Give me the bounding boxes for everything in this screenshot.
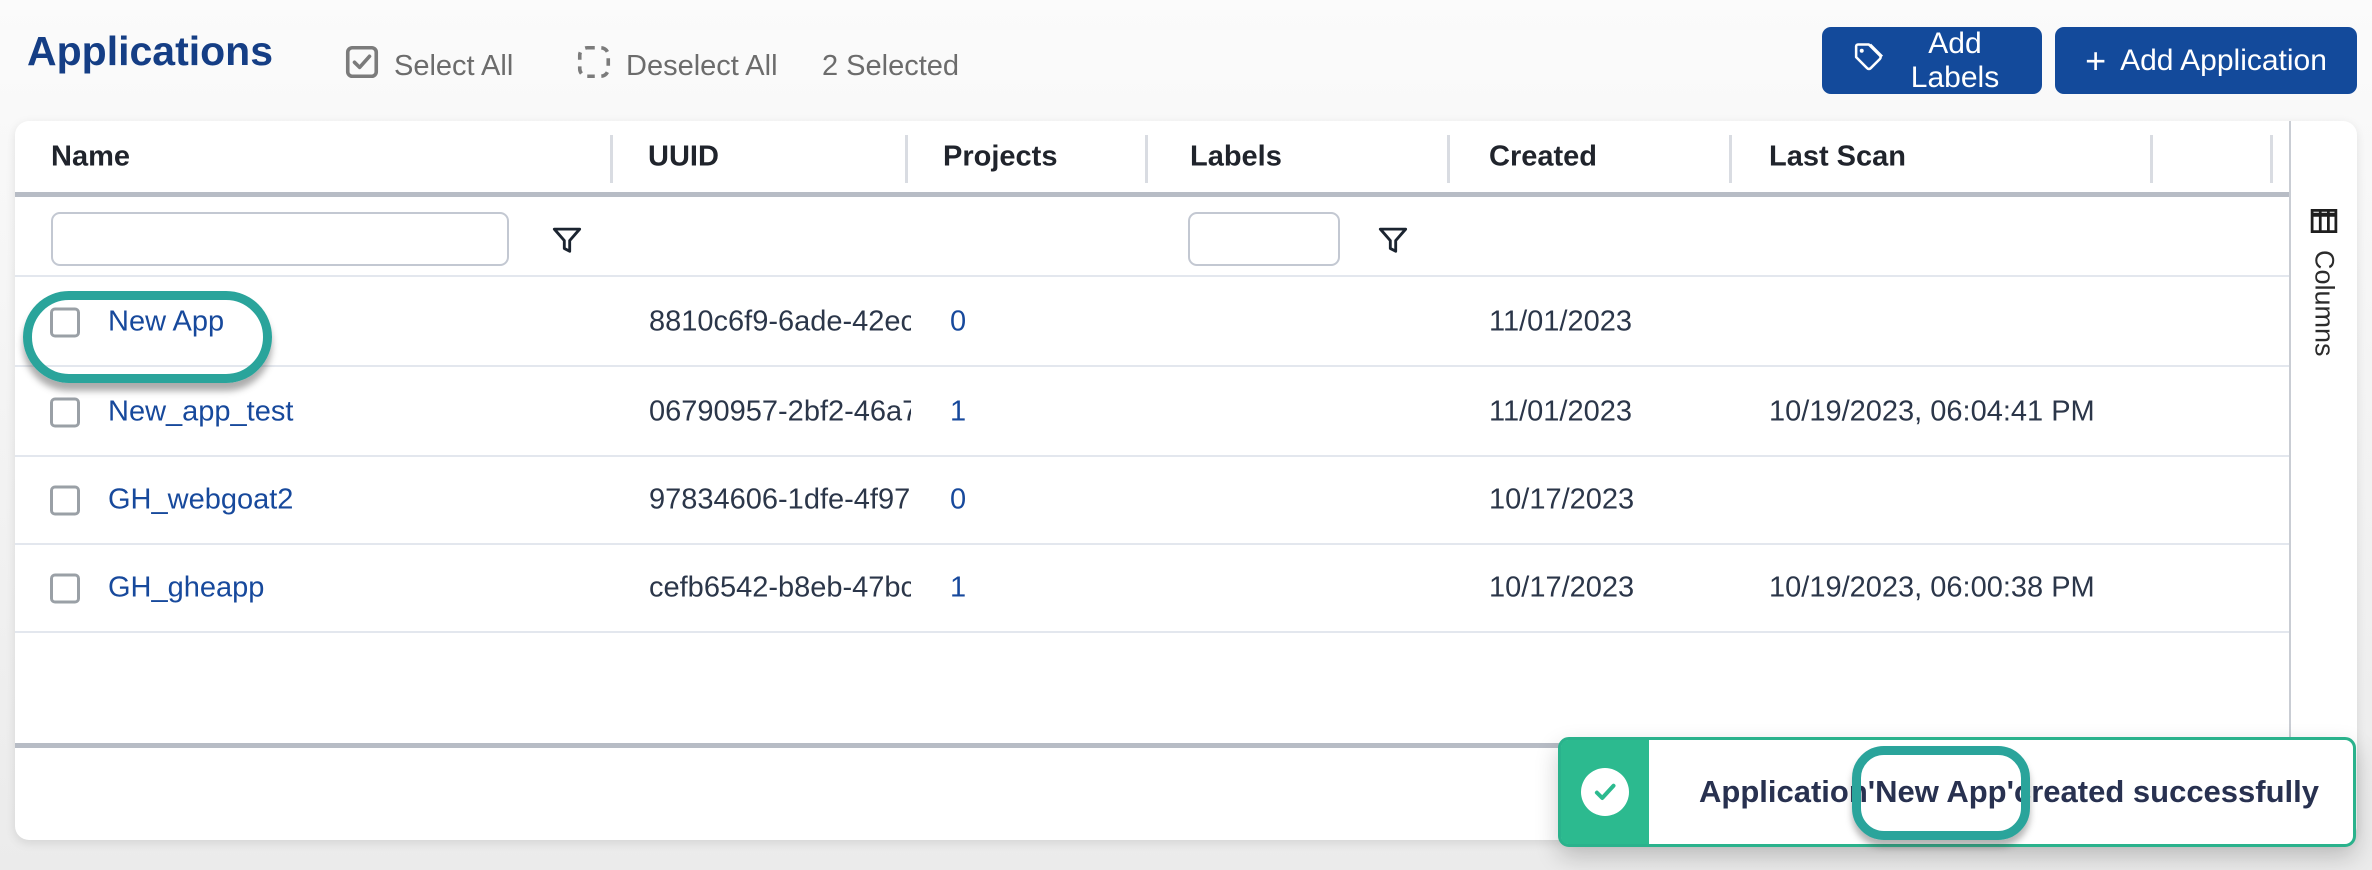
table-footer-divider <box>15 743 2289 748</box>
table-row: New App 8810c6f9-6ade-42ec 0 11/01/2023 <box>15 279 2289 367</box>
projects-count-link[interactable]: 1 <box>950 571 967 604</box>
column-divider <box>2270 135 2273 183</box>
select-all-checkbox-icon <box>344 44 380 88</box>
add-application-button[interactable]: + Add Application <box>2055 27 2357 94</box>
projects-count-link[interactable]: 0 <box>950 305 967 338</box>
row-checkbox[interactable] <box>50 307 80 337</box>
toast-highlighted-app-name: 'New App' <box>1851 746 2031 840</box>
funnel-icon <box>552 227 582 253</box>
toast-accent-bar <box>1561 740 1649 844</box>
success-check-icon <box>1581 768 1629 816</box>
labels-filter-button[interactable] <box>1373 222 1413 262</box>
uuid-cell: 8810c6f9-6ade-42ec <box>649 305 911 338</box>
last-scan-cell: 10/19/2023, 06:00:38 PM <box>1769 571 2095 604</box>
columns-icon <box>2310 209 2338 233</box>
applications-table-card: Name UUID Projects Labels Created Last S… <box>15 121 2357 840</box>
success-toast: Application 'New App' created successful… <box>1558 737 2356 847</box>
column-header-labels[interactable]: Labels <box>1190 140 1282 172</box>
columns-panel-label: Columns <box>2309 250 2340 357</box>
column-header-last-scan[interactable]: Last Scan <box>1769 140 1906 172</box>
row-checkbox[interactable] <box>50 485 80 515</box>
row-checkbox[interactable] <box>50 573 80 603</box>
deselect-all-label: Deselect All <box>626 49 778 82</box>
last-scan-cell: 10/19/2023, 06:04:41 PM <box>1769 395 2095 428</box>
column-divider <box>1447 135 1450 183</box>
add-application-label: Add Application <box>2120 43 2327 77</box>
column-divider <box>905 135 908 183</box>
deselect-all-button[interactable]: Deselect All <box>576 44 778 88</box>
add-labels-label: Add Labels <box>1910 26 2000 94</box>
toast-message-suffix: created successfully <box>2014 774 2320 809</box>
created-cell: 11/01/2023 <box>1489 305 1632 338</box>
select-all-button[interactable]: Select All <box>344 44 513 88</box>
tag-icon <box>1852 41 1884 81</box>
name-filter-input[interactable] <box>51 212 509 266</box>
created-cell: 11/01/2023 <box>1489 395 1632 428</box>
selected-count: 2 Selected <box>822 50 960 82</box>
table-row: New_app_test 06790957-2bf2-46a7 1 11/01/… <box>15 369 2289 457</box>
column-header-uuid[interactable]: UUID <box>648 140 719 172</box>
funnel-icon <box>1378 227 1408 253</box>
plus-icon: + <box>2085 39 2107 81</box>
name-filter-button[interactable] <box>547 222 587 262</box>
row-checkbox[interactable] <box>50 397 80 427</box>
projects-count-link[interactable]: 0 <box>950 483 967 516</box>
column-divider <box>1145 135 1148 183</box>
column-header-created[interactable]: Created <box>1489 140 1597 172</box>
deselect-all-icon <box>576 44 612 88</box>
uuid-cell: 06790957-2bf2-46a7 <box>649 395 911 428</box>
created-cell: 10/17/2023 <box>1489 571 1635 604</box>
column-divider <box>2150 135 2153 183</box>
uuid-cell: 97834606-1dfe-4f97 <box>649 483 911 516</box>
toast-message: Application 'New App' created successful… <box>1649 740 2353 844</box>
column-header-projects[interactable]: Projects <box>943 140 1058 172</box>
application-name-link[interactable]: New_app_test <box>108 395 294 428</box>
application-name-link[interactable]: GH_webgoat2 <box>108 483 294 516</box>
column-divider <box>610 135 613 183</box>
application-name-link[interactable]: New App <box>108 305 225 338</box>
labels-filter-input[interactable] <box>1188 212 1340 266</box>
column-divider <box>1729 135 1732 183</box>
uuid-cell: cefb6542-b8eb-47bc <box>649 571 911 604</box>
filter-row <box>15 202 2289 277</box>
created-cell: 10/17/2023 <box>1489 483 1635 516</box>
columns-panel-toggle[interactable]: Columns <box>2289 121 2357 840</box>
projects-count-link[interactable]: 1 <box>950 395 967 428</box>
add-labels-button[interactable]: Add Labels <box>1822 27 2042 94</box>
select-all-label: Select All <box>394 49 514 82</box>
table-row: GH_gheapp cefb6542-b8eb-47bc 1 10/17/202… <box>15 545 2289 633</box>
page-title: Applications <box>27 28 274 74</box>
table-header-row: Name UUID Projects Labels Created Last S… <box>15 121 2289 197</box>
application-name-link[interactable]: GH_gheapp <box>108 571 265 604</box>
table-row: GH_webgoat2 97834606-1dfe-4f97 0 10/17/2… <box>15 457 2289 545</box>
column-header-name[interactable]: Name <box>51 140 130 172</box>
toast-message-prefix: Application <box>1699 774 1868 809</box>
